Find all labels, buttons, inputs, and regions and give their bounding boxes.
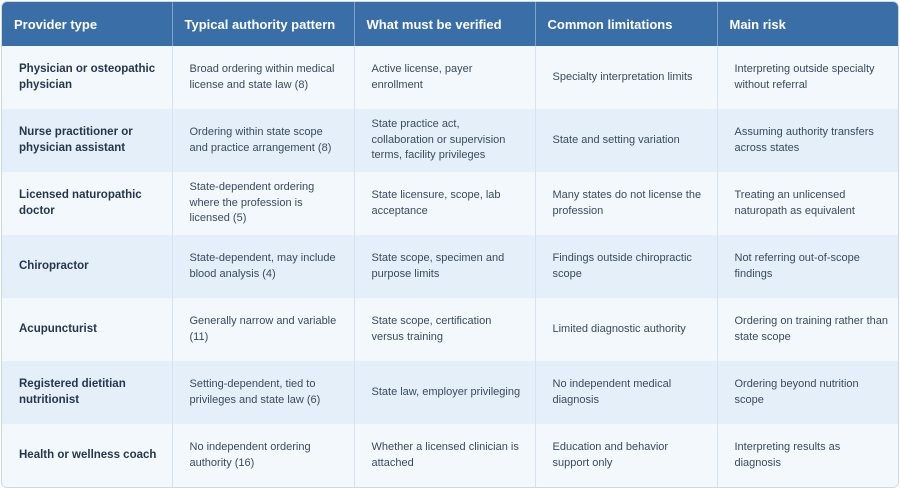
table-cell: Ordering within state scope and practice… xyxy=(172,109,355,172)
table-cell: Interpreting outside specialty without r… xyxy=(717,46,898,109)
table-row: Health or wellness coach No independent o… xyxy=(2,424,898,487)
table-cell: Findings outside chiropractic scope xyxy=(535,235,718,298)
table-cell: Setting-dependent, tied to privileges an… xyxy=(172,361,355,424)
header-cell: Typical authority pattern xyxy=(172,2,355,46)
table-row: Licensed naturopathic doctor State-depend… xyxy=(2,172,898,235)
table-cell: Assuming authority transfers across stat… xyxy=(717,109,898,172)
table-cell: State and setting variation xyxy=(535,109,718,172)
table-cell: Treating an unlicensed naturopath as equ… xyxy=(717,172,898,235)
table-cell: Ordering beyond nutrition scope xyxy=(717,361,898,424)
provider-cell: Licensed naturopathic doctor xyxy=(2,172,173,235)
provider-cell: Chiropractor xyxy=(2,235,173,298)
table-cell: State-dependent, may include blood analy… xyxy=(172,235,355,298)
table-cell: Broad ordering within medical license an… xyxy=(172,46,355,109)
table-cell: State scope, specimen and purpose limits xyxy=(354,235,536,298)
table-row: Physician or osteopathic physician Broad … xyxy=(2,46,898,109)
table-cell: Education and behavior support only xyxy=(535,424,718,487)
header-row: Provider type Typical authority pattern Wh… xyxy=(2,2,898,46)
provider-cell: Nurse practitioner or physician assistan… xyxy=(2,109,173,172)
table-body: Physician or osteopathic physician Broad … xyxy=(2,46,898,487)
provider-cell: Acupuncturist xyxy=(2,298,173,361)
table-row: Nurse practitioner or physician assistan… xyxy=(2,109,898,172)
table-cell: Whether a licensed clinician is attached xyxy=(354,424,536,487)
provider-cell: Health or wellness coach xyxy=(2,424,173,487)
table-cell: Ordering on training rather than state s… xyxy=(717,298,898,361)
table-row: Acupuncturist Generally narrow and variab… xyxy=(2,298,898,361)
table-row: Registered dietitian nutritionist Setting… xyxy=(2,361,898,424)
table-cell: State-dependent ordering where the profe… xyxy=(172,172,355,235)
table-cell: State scope, certification versus traini… xyxy=(354,298,536,361)
table-cell: Active license, payer enrollment xyxy=(354,46,536,109)
table-cell: Not referring out-of-scope findings xyxy=(717,235,898,298)
provider-cell: Registered dietitian nutritionist xyxy=(2,361,173,424)
table-cell: Limited diagnostic authority xyxy=(535,298,718,361)
table-cell: Specialty interpretation limits xyxy=(535,46,718,109)
table-cell: Many states do not license the professio… xyxy=(535,172,718,235)
header-cell: Main risk xyxy=(717,2,898,46)
header-cell: Common limitations xyxy=(535,2,718,46)
table-cell: State law, employer privileging xyxy=(354,361,536,424)
table-cell: Interpreting results as diagnosis xyxy=(717,424,898,487)
header-cell: What must be verified xyxy=(354,2,536,46)
table-cell: No independent ordering authority (16) xyxy=(172,424,355,487)
table-row: Chiropractor State-dependent, may include… xyxy=(2,235,898,298)
provider-cell: Physician or osteopathic physician xyxy=(2,46,173,109)
header-cell: Provider type xyxy=(2,2,173,46)
table-cell: No independent medical diagnosis xyxy=(535,361,718,424)
table-cell: State licensure, scope, lab acceptance xyxy=(354,172,536,235)
table-cell: Generally narrow and variable (11) xyxy=(172,298,355,361)
table-cell: State practice act, collaboration or sup… xyxy=(354,109,536,172)
